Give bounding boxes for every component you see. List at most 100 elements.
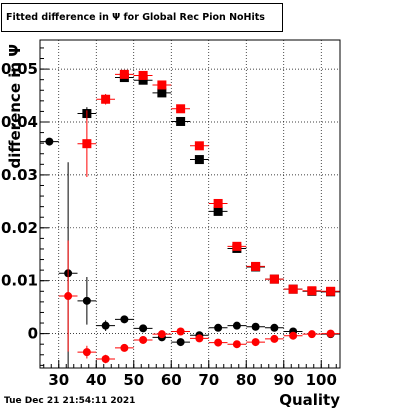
x-tick-label: 70 [198, 371, 219, 389]
data-point [77, 110, 97, 178]
data-point [190, 155, 209, 165]
circle-marker [232, 340, 241, 349]
data-point [133, 335, 153, 344]
circle-marker [251, 338, 260, 347]
data-point [208, 198, 228, 208]
data-point [96, 354, 115, 364]
y-tick-label: 0.05 [1, 60, 38, 78]
x-tick-label: 40 [86, 371, 107, 389]
square-marker [213, 198, 223, 208]
data-point [208, 323, 228, 332]
square-marker [101, 94, 111, 104]
square-marker [138, 75, 148, 85]
data-point [208, 206, 228, 216]
y-axis-label: difference in Ψ [6, 44, 24, 169]
x-tick-label: 50 [123, 371, 144, 389]
square-marker [232, 241, 242, 251]
data-point [115, 315, 134, 324]
data-point [171, 104, 190, 114]
circle-marker [82, 348, 91, 357]
data-point [40, 137, 59, 146]
data-point [133, 70, 153, 80]
data-point [246, 322, 265, 331]
data-point [152, 330, 172, 339]
grid [40, 40, 340, 368]
data-point [246, 338, 265, 347]
circle-marker [139, 335, 148, 344]
circle-marker [45, 137, 54, 146]
circle-marker [176, 327, 185, 336]
data-point [77, 277, 97, 325]
x-tick-label: 90 [273, 371, 294, 389]
circle-marker [270, 334, 279, 343]
data-point [190, 334, 209, 343]
circle-marker [101, 355, 110, 364]
square-marker [269, 274, 279, 284]
square-marker [82, 139, 92, 149]
square-marker [157, 80, 167, 90]
circle-marker [176, 338, 185, 347]
x-tick-label: 30 [48, 371, 69, 389]
data-point [302, 286, 322, 296]
x-tick-label: 80 [236, 371, 257, 389]
y-tick-label: 0.03 [1, 166, 38, 184]
circle-marker [270, 323, 279, 332]
circle-marker [82, 296, 91, 305]
y-tick-label: 0.04 [1, 113, 38, 131]
circle-marker [307, 330, 316, 339]
data-point [152, 80, 172, 90]
circle-marker [101, 321, 110, 330]
data-point [115, 69, 134, 79]
data-point [96, 320, 115, 331]
data-point [96, 93, 115, 105]
y-tick-label: 0.02 [1, 219, 38, 237]
data-point [321, 286, 340, 296]
chart-title: Fitted difference in Ψ for Global Rec Pi… [1, 3, 283, 32]
square-marker [251, 261, 261, 271]
data-point [265, 323, 284, 332]
data-point [302, 330, 322, 339]
data-marks [40, 69, 340, 368]
square-marker [194, 141, 204, 151]
data-point [283, 284, 303, 294]
data-point [133, 324, 153, 333]
square-marker [326, 286, 336, 296]
circle-marker [214, 323, 223, 332]
circle-marker [120, 315, 129, 324]
data-point [265, 334, 284, 343]
data-point [227, 340, 247, 349]
circle-marker [157, 330, 166, 339]
circle-marker [120, 343, 129, 352]
x-tick-label: 100 [306, 371, 337, 389]
axis-ticks: 30 40 50 60 70 80 90 100 0 0.01 0.02 0.03 0.04 0.05 [1, 47, 337, 389]
data-point [265, 274, 284, 284]
square-marker [138, 70, 148, 80]
square-marker [157, 88, 167, 98]
data-point [208, 338, 228, 347]
data-point [283, 331, 303, 340]
circle-marker [214, 338, 223, 347]
circle-marker [195, 334, 204, 343]
x-axis-label: Quality [279, 391, 340, 409]
square-marker [213, 206, 223, 216]
data-point [171, 327, 190, 336]
data-point [321, 329, 340, 338]
y-tick-label: 0.01 [1, 272, 38, 290]
square-marker [194, 155, 204, 165]
circle-marker [232, 321, 241, 330]
data-point [246, 261, 265, 271]
data-point [171, 338, 190, 347]
timestamp: Tue Dec 21 21:54:11 2021 [4, 396, 136, 406]
square-marker [307, 286, 317, 296]
circle-marker [64, 292, 73, 301]
data-point [115, 343, 134, 352]
square-marker [288, 284, 298, 294]
data-point [77, 345, 97, 359]
data-point [227, 321, 247, 330]
square-marker [176, 104, 186, 114]
circle-marker [139, 324, 148, 333]
circle-marker [289, 331, 298, 340]
plot-frame [39, 39, 341, 369]
y-tick-label: 0 [28, 325, 38, 343]
